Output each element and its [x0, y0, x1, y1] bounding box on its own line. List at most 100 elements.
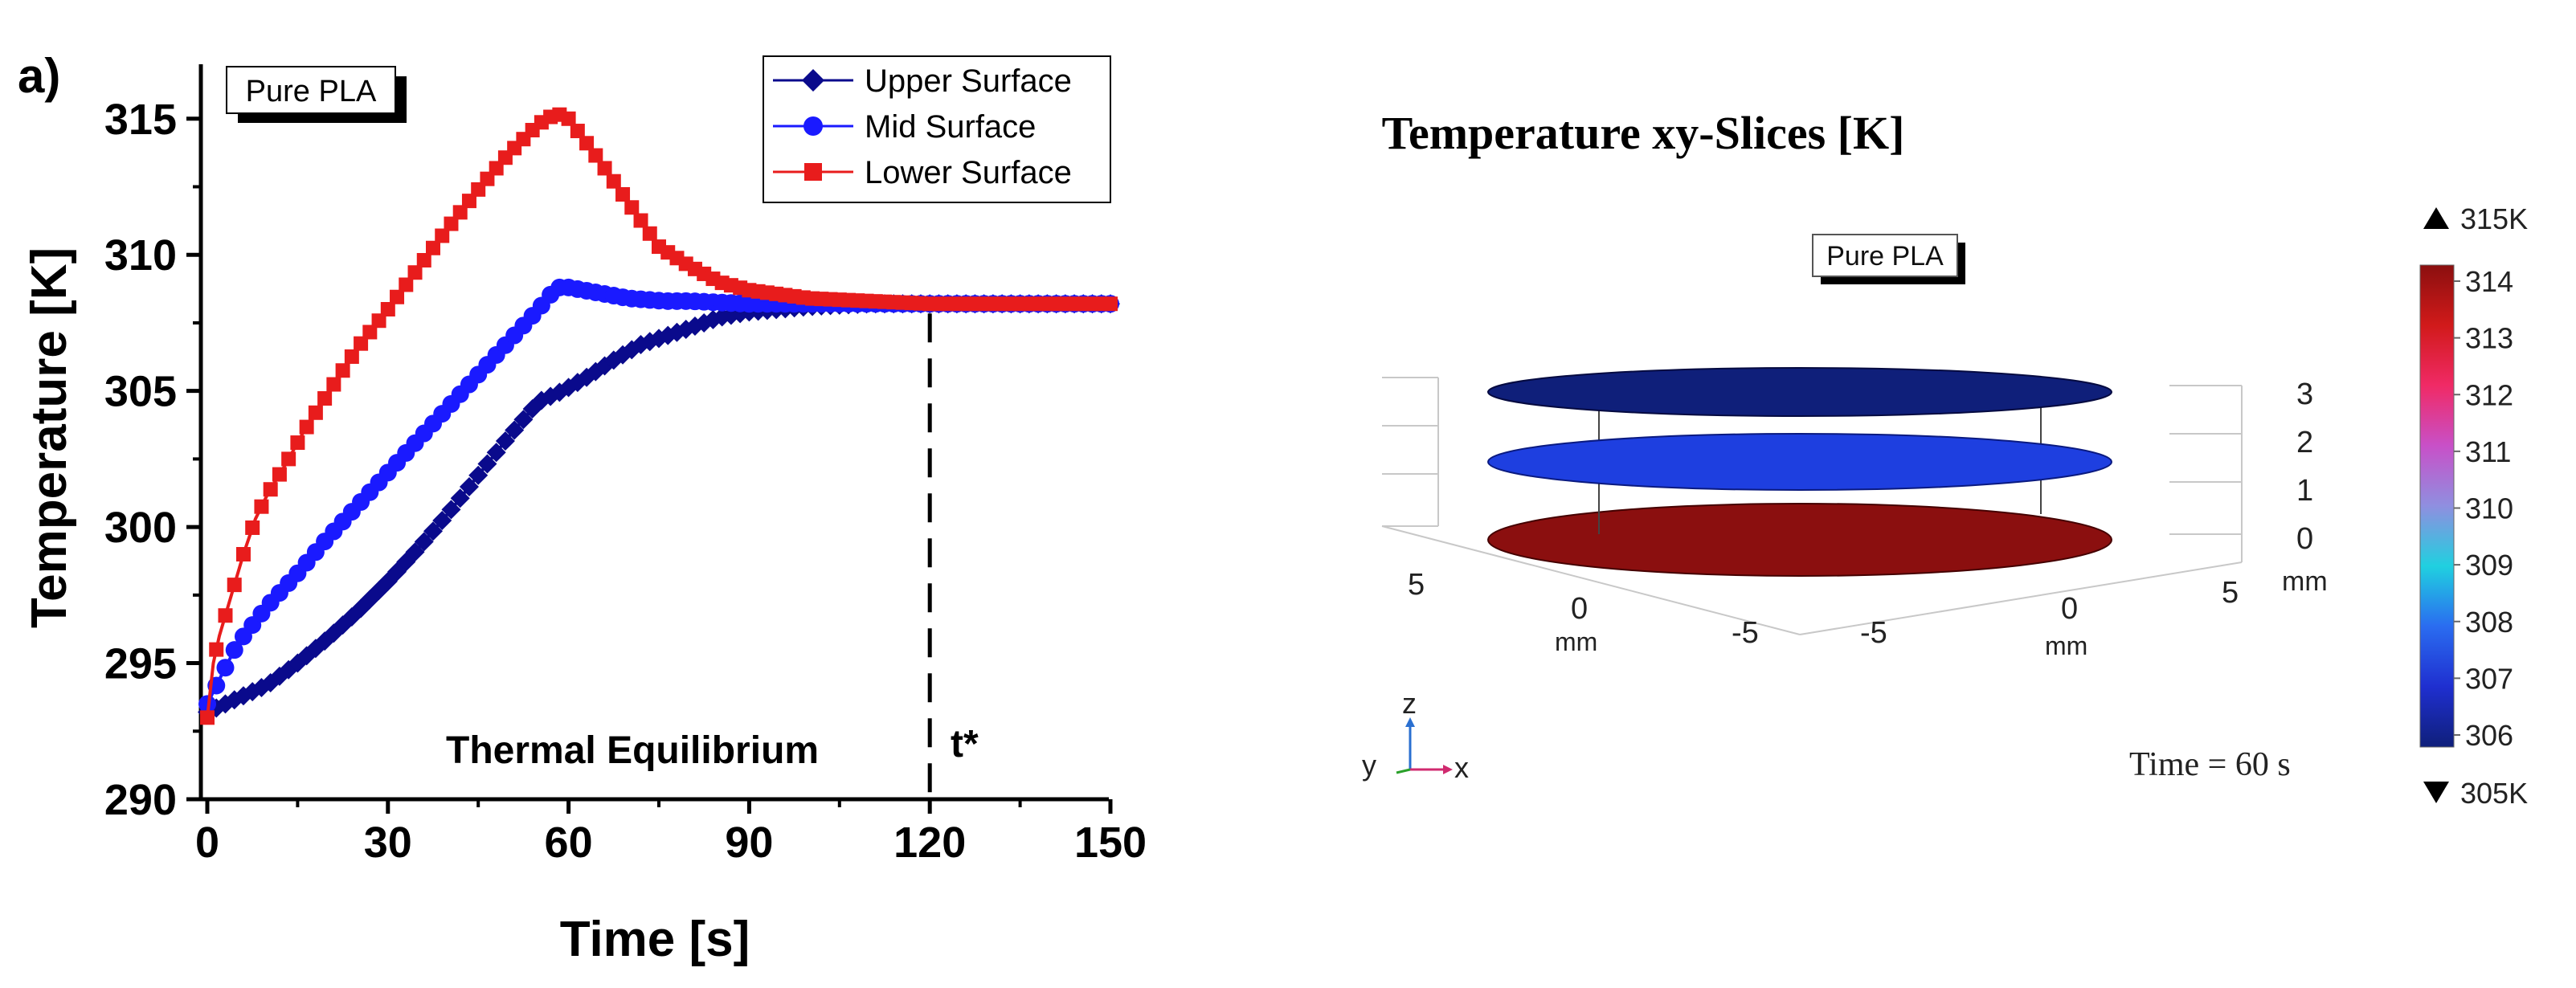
data-point [414, 532, 434, 552]
pure-pla-badge-left: Pure PLA [226, 66, 407, 123]
legend-marker [804, 163, 822, 181]
data-point [486, 443, 506, 463]
data-point [416, 253, 431, 267]
x-unit: mm [1555, 627, 1597, 656]
x-tick-label: 120 [893, 819, 966, 867]
z-axis-ticks: 3 2 1 0 mm [2282, 378, 2328, 597]
data-point [281, 451, 296, 467]
slice-upper [1487, 367, 2112, 417]
data-point [218, 608, 233, 623]
series-layer [198, 107, 1120, 725]
data-point [235, 547, 251, 561]
legend-label: Upper Surface [865, 63, 1072, 99]
equilibrium-label: Thermal Equilibrium [446, 729, 819, 772]
time-label: Time = 60 s [2129, 746, 2291, 783]
colorbar-tick-label: 306 [2465, 719, 2513, 752]
data-point [263, 482, 278, 497]
legend-marker [802, 69, 824, 92]
colorbar: 315K 314 313 312 311 310 309 308 307 306 305K [2419, 202, 2528, 810]
colorbar-tick-label: 314 [2465, 265, 2513, 298]
colorbar-tick-label: 312 [2465, 378, 2513, 411]
data-point [423, 521, 443, 541]
z-tick: 1 [2296, 474, 2313, 508]
colorbar-min-arrow-icon [2423, 782, 2449, 803]
x-tick: 5 [1408, 568, 1425, 602]
x-axis-title: Time [s] [560, 912, 750, 967]
data-point [354, 336, 369, 351]
data-point [225, 641, 243, 659]
data-point [444, 216, 459, 231]
data-point [399, 277, 414, 292]
data-point [450, 488, 470, 508]
data-point [597, 161, 612, 176]
colorbar-min-label: 305K [2460, 777, 2528, 810]
legend-item: Lower Surface [773, 155, 1072, 190]
badge-left-text: Pure PLA [246, 75, 377, 108]
data-point [1103, 296, 1118, 312]
data-point [468, 465, 489, 485]
colorbar-gradient [2419, 264, 2455, 748]
data-point [317, 390, 333, 406]
y-tick-label: 305 [104, 368, 177, 416]
colorbar-max-label: 315K [2460, 202, 2528, 235]
tick-layer: 0 30 60 90 120 150 290 295 300 305 310 315 [104, 96, 1147, 867]
data-point [308, 405, 323, 420]
x-tick-label: 0 [195, 819, 219, 867]
data-point [495, 431, 515, 451]
axis-triad: z y x [1362, 687, 1469, 784]
data-point [642, 226, 657, 241]
bounding-box [1381, 377, 2243, 635]
data-point [407, 265, 423, 280]
data-point [390, 289, 405, 304]
legend-item: Mid Surface [773, 109, 1036, 145]
data-point [371, 313, 386, 329]
data-point [606, 174, 621, 189]
data-point [326, 377, 341, 392]
data-point [227, 578, 242, 593]
data-point [633, 213, 648, 228]
colorbar-tick-label: 310 [2465, 492, 2513, 525]
legend: Upper Surface Mid Surface Lower Surface [763, 55, 1111, 203]
x-tick-label: 150 [1074, 819, 1147, 867]
data-point [432, 510, 452, 530]
data-point [254, 499, 269, 514]
data-point [441, 500, 461, 520]
y-tick: -5 [1860, 616, 1887, 650]
data-point [290, 435, 305, 451]
x-tick: 0 [1571, 592, 1588, 626]
series-upper-surface [198, 294, 1120, 722]
slice-mid [1487, 433, 2112, 491]
triad-y-label: y [1362, 749, 1376, 782]
y-tick-label: 295 [104, 640, 177, 688]
data-point [362, 325, 378, 340]
colorbar-tick-label: 313 [2465, 322, 2513, 355]
x-tick-label: 60 [545, 819, 593, 867]
y-tick-label: 315 [104, 96, 177, 144]
y-tick: 5 [2222, 576, 2239, 610]
data-point [200, 710, 215, 725]
triad-x-label: x [1454, 751, 1469, 784]
data-point [452, 205, 468, 220]
legend-label: Mid Surface [865, 109, 1036, 145]
series-lower-surface [200, 107, 1118, 725]
right-figure: Temperature xy-Slices [K] Pure PLA [1362, 107, 2528, 810]
y-tick: 0 [2061, 592, 2078, 626]
data-point [588, 148, 603, 163]
slice-lower [1487, 503, 2112, 577]
y-axis-ticks-right: -5 0 mm 5 [1860, 576, 2239, 660]
legend-label: Lower Surface [865, 155, 1072, 190]
series-line [206, 285, 1110, 705]
z-tick: 0 [2296, 522, 2313, 556]
left-chart: a) 0 30 60 90 120 150 290 295 300 305 310 315 Therm… [18, 49, 1147, 967]
data-point [513, 410, 534, 430]
data-point [245, 520, 260, 535]
data-point [615, 186, 631, 202]
legend-item: Upper Surface [773, 63, 1072, 99]
data-point [561, 111, 576, 126]
data-point [459, 476, 479, 496]
data-point [461, 194, 476, 209]
z-unit: mm [2282, 566, 2328, 597]
data-point [344, 349, 359, 364]
z-tick: 2 [2296, 426, 2313, 459]
